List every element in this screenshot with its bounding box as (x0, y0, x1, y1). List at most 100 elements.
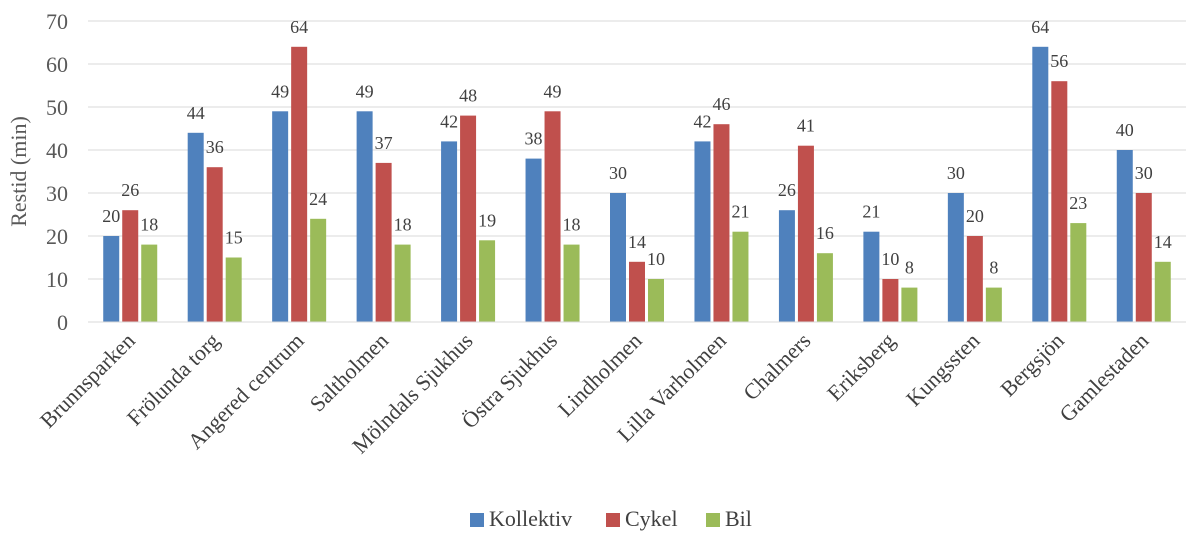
bar-kollektiv (863, 231, 880, 322)
data-label: 20 (966, 206, 984, 226)
data-label: 21 (862, 202, 880, 222)
y-tick-label: 70 (46, 9, 68, 34)
data-label: 38 (525, 129, 543, 149)
data-label: 30 (1135, 163, 1153, 183)
bar-cykel (797, 145, 814, 322)
bar-cykel (882, 279, 899, 322)
data-label: 26 (121, 180, 139, 200)
y-tick-label: 50 (46, 95, 68, 120)
data-label: 49 (544, 81, 562, 101)
y-tick-label: 30 (46, 181, 68, 206)
legend-swatch (470, 513, 484, 527)
data-label: 46 (712, 94, 730, 114)
data-label: 21 (731, 202, 749, 222)
data-label: 49 (271, 81, 289, 101)
category-label: Brunnsparken (35, 328, 140, 433)
bar-cykel (1135, 193, 1152, 322)
bar-bil (648, 279, 664, 322)
data-label: 10 (647, 249, 665, 269)
bar-cykel (206, 167, 223, 322)
gridlines (88, 20, 1186, 280)
bar-cykel (460, 115, 477, 322)
bar-cykel (966, 236, 983, 322)
data-label: 24 (309, 189, 327, 209)
legend-label: Cykel (625, 506, 678, 531)
data-label: 18 (394, 215, 412, 235)
bar-cykel (375, 162, 392, 322)
data-label: 18 (140, 215, 158, 235)
bar-kollektiv (1032, 46, 1049, 323)
bar-cykel (713, 124, 730, 322)
bar-bil (1154, 261, 1171, 322)
data-label: 48 (459, 86, 477, 106)
bar-kollektiv (525, 158, 542, 322)
data-label: 26 (778, 180, 796, 200)
bar-kollektiv (694, 141, 711, 322)
bar-bil (141, 244, 158, 322)
y-tick-label: 60 (46, 52, 68, 77)
bar-bil (394, 244, 411, 322)
bar-bil (225, 257, 242, 322)
data-label: 30 (947, 163, 965, 183)
legend-label: Bil (725, 506, 752, 531)
bar-kollektiv (356, 111, 373, 322)
data-label: 14 (628, 232, 646, 252)
bar-bil (901, 287, 918, 322)
data-label: 37 (375, 133, 393, 153)
category-label: Gamlestaden (1054, 328, 1153, 427)
bar-kollektiv (778, 210, 795, 322)
y-tick-label: 0 (57, 310, 68, 335)
data-labels: 2026184436154964244937184248193849183014… (102, 17, 1172, 278)
bar-bil (479, 240, 496, 322)
data-label: 10 (881, 249, 899, 269)
category-label: Bergsjön (995, 328, 1069, 402)
data-label: 41 (797, 116, 815, 136)
data-label: 23 (1069, 193, 1087, 213)
bar-kollektiv (1116, 150, 1133, 322)
bars (103, 46, 1171, 323)
y-tick-label: 20 (46, 224, 68, 249)
data-label: 42 (693, 111, 711, 131)
category-label: Kungssten (901, 328, 984, 411)
data-label: 16 (816, 223, 834, 243)
data-label: 18 (563, 215, 581, 235)
bar-kollektiv (187, 132, 204, 322)
data-label: 40 (1116, 120, 1134, 140)
legend-swatch (606, 513, 620, 527)
bar-kollektiv (441, 141, 458, 322)
bar-cykel (122, 210, 139, 322)
data-label: 49 (356, 81, 374, 101)
legend: Kollektiv Cykel Bil (470, 506, 752, 531)
bar-bil (563, 244, 580, 322)
bar-cykel (1051, 81, 1068, 322)
data-label: 64 (1031, 17, 1049, 37)
data-label: 8 (989, 258, 998, 278)
data-label: 44 (187, 103, 205, 123)
y-tick-label: 10 (46, 267, 68, 292)
bar-kollektiv (103, 236, 120, 322)
legend-label: Kollektiv (489, 506, 572, 531)
data-label: 19 (478, 210, 496, 230)
data-label: 64 (290, 17, 308, 37)
data-label: 14 (1154, 232, 1172, 252)
data-label: 15 (225, 228, 243, 248)
data-label: 56 (1050, 51, 1068, 71)
bar-bil (985, 287, 1002, 322)
y-axis-ticks: 0 10 20 30 40 50 60 70 (46, 9, 68, 335)
bar-kollektiv (947, 193, 964, 322)
bar-kollektiv (272, 111, 289, 322)
bar-kollektiv (610, 193, 626, 322)
category-label: Eriksberg (822, 328, 900, 406)
bar-bil (1070, 223, 1087, 322)
data-label: 8 (905, 258, 914, 278)
data-label: 42 (440, 111, 458, 131)
bar-cykel (544, 111, 561, 322)
legend-swatch (706, 513, 720, 527)
bar-bil (816, 253, 833, 322)
y-axis-title: Restid (min) (6, 116, 31, 227)
data-label: 36 (206, 137, 224, 157)
category-label: Chalmers (738, 328, 815, 405)
bar-cykel (629, 261, 645, 322)
